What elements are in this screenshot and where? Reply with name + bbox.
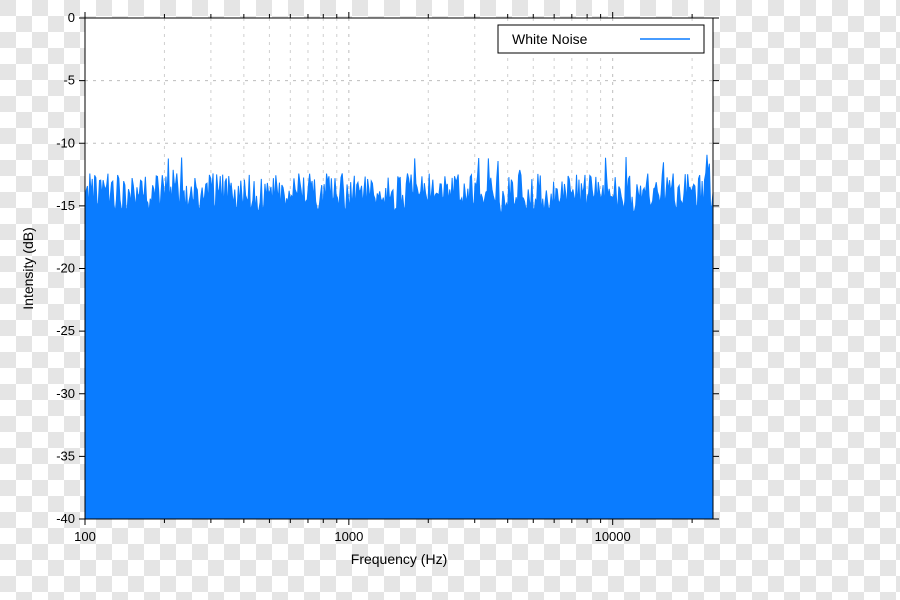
y-tick-label: -15 [56,198,75,213]
y-axis-label: Intensity (dB) [20,227,36,309]
y-tick-label: -30 [56,386,75,401]
y-tick-label: -25 [56,323,75,338]
y-tick-label: 0 [68,10,75,25]
y-tick-label: -10 [56,135,75,150]
x-axis-label: Frequency (Hz) [351,551,447,567]
y-tick-label: -20 [56,261,75,276]
y-tick-label: -35 [56,448,75,463]
legend: White Noise [498,25,704,53]
x-tick-label: 1000 [334,529,363,544]
chart-canvas: 0 -5 -10 -15 -20 -25 -30 -35 -40 100 1000 10000 Freq… [0,0,900,600]
x-tick-label: 100 [74,529,96,544]
y-tick-label: -40 [56,511,75,526]
y-tick-label: -5 [63,73,75,88]
chart-svg: 0 -5 -10 -15 -20 -25 -30 -35 -40 100 1000 10000 Freq… [0,0,900,600]
x-tick-label: 10000 [595,529,631,544]
series-group [85,155,713,519]
legend-item-label: White Noise [512,31,588,47]
